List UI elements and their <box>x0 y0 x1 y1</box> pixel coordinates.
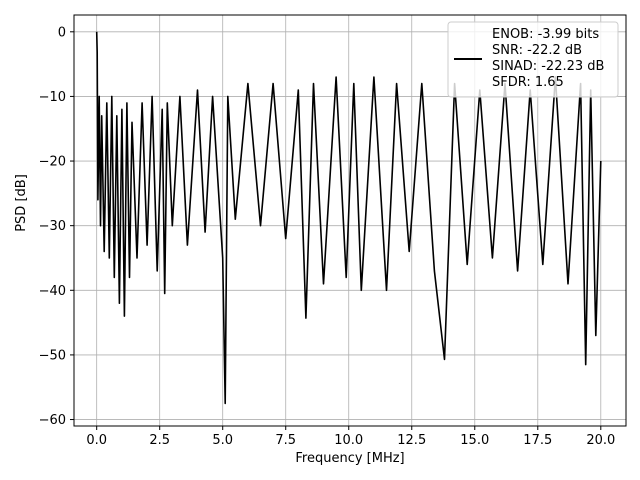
y-tick-label: −60 <box>39 413 66 428</box>
legend-entry-line: SINAD: -22.23 dB <box>492 59 604 74</box>
x-tick-label: 10.0 <box>334 433 363 448</box>
x-ticks: 0.0 2.5 5.0 7.5 10.0 12.5 15.0 17.5 20.0 <box>86 426 615 448</box>
y-tick-label: 0 <box>58 25 66 40</box>
x-tick-label: 20.0 <box>586 433 615 448</box>
legend-entry-line: SFDR: 1.65 <box>492 75 564 90</box>
plot-series <box>95 31 602 405</box>
series-line <box>95 31 602 405</box>
plot-frame <box>73 14 627 427</box>
x-tick-label: 12.5 <box>397 433 426 448</box>
x-tick-label: 7.5 <box>275 433 296 448</box>
x-tick-label: 17.5 <box>523 433 552 448</box>
x-tick-label: 15.0 <box>460 433 489 448</box>
y-tick-label: −30 <box>39 219 66 234</box>
x-axis-label: Frequency [MHz] <box>295 451 404 466</box>
y-axis-label: PSD [dB] <box>14 174 29 232</box>
legend-box <box>447 21 619 98</box>
x-tick-label: 0.0 <box>86 433 107 448</box>
x-tick-label: 2.5 <box>149 433 170 448</box>
legend-entry-line: SNR: -22.2 dB <box>492 43 582 58</box>
y-tick-label: −20 <box>39 155 66 170</box>
y-ticks: 0 −10 −20 −30 −40 −50 −60 <box>39 25 74 428</box>
y-tick-label: −10 <box>39 90 66 105</box>
x-tick-label: 5.0 <box>212 433 233 448</box>
legend-entry-line: ENOB: -3.99 bits <box>492 27 599 42</box>
y-tick-label: −50 <box>39 348 66 363</box>
y-tick-label: −40 <box>39 284 66 299</box>
